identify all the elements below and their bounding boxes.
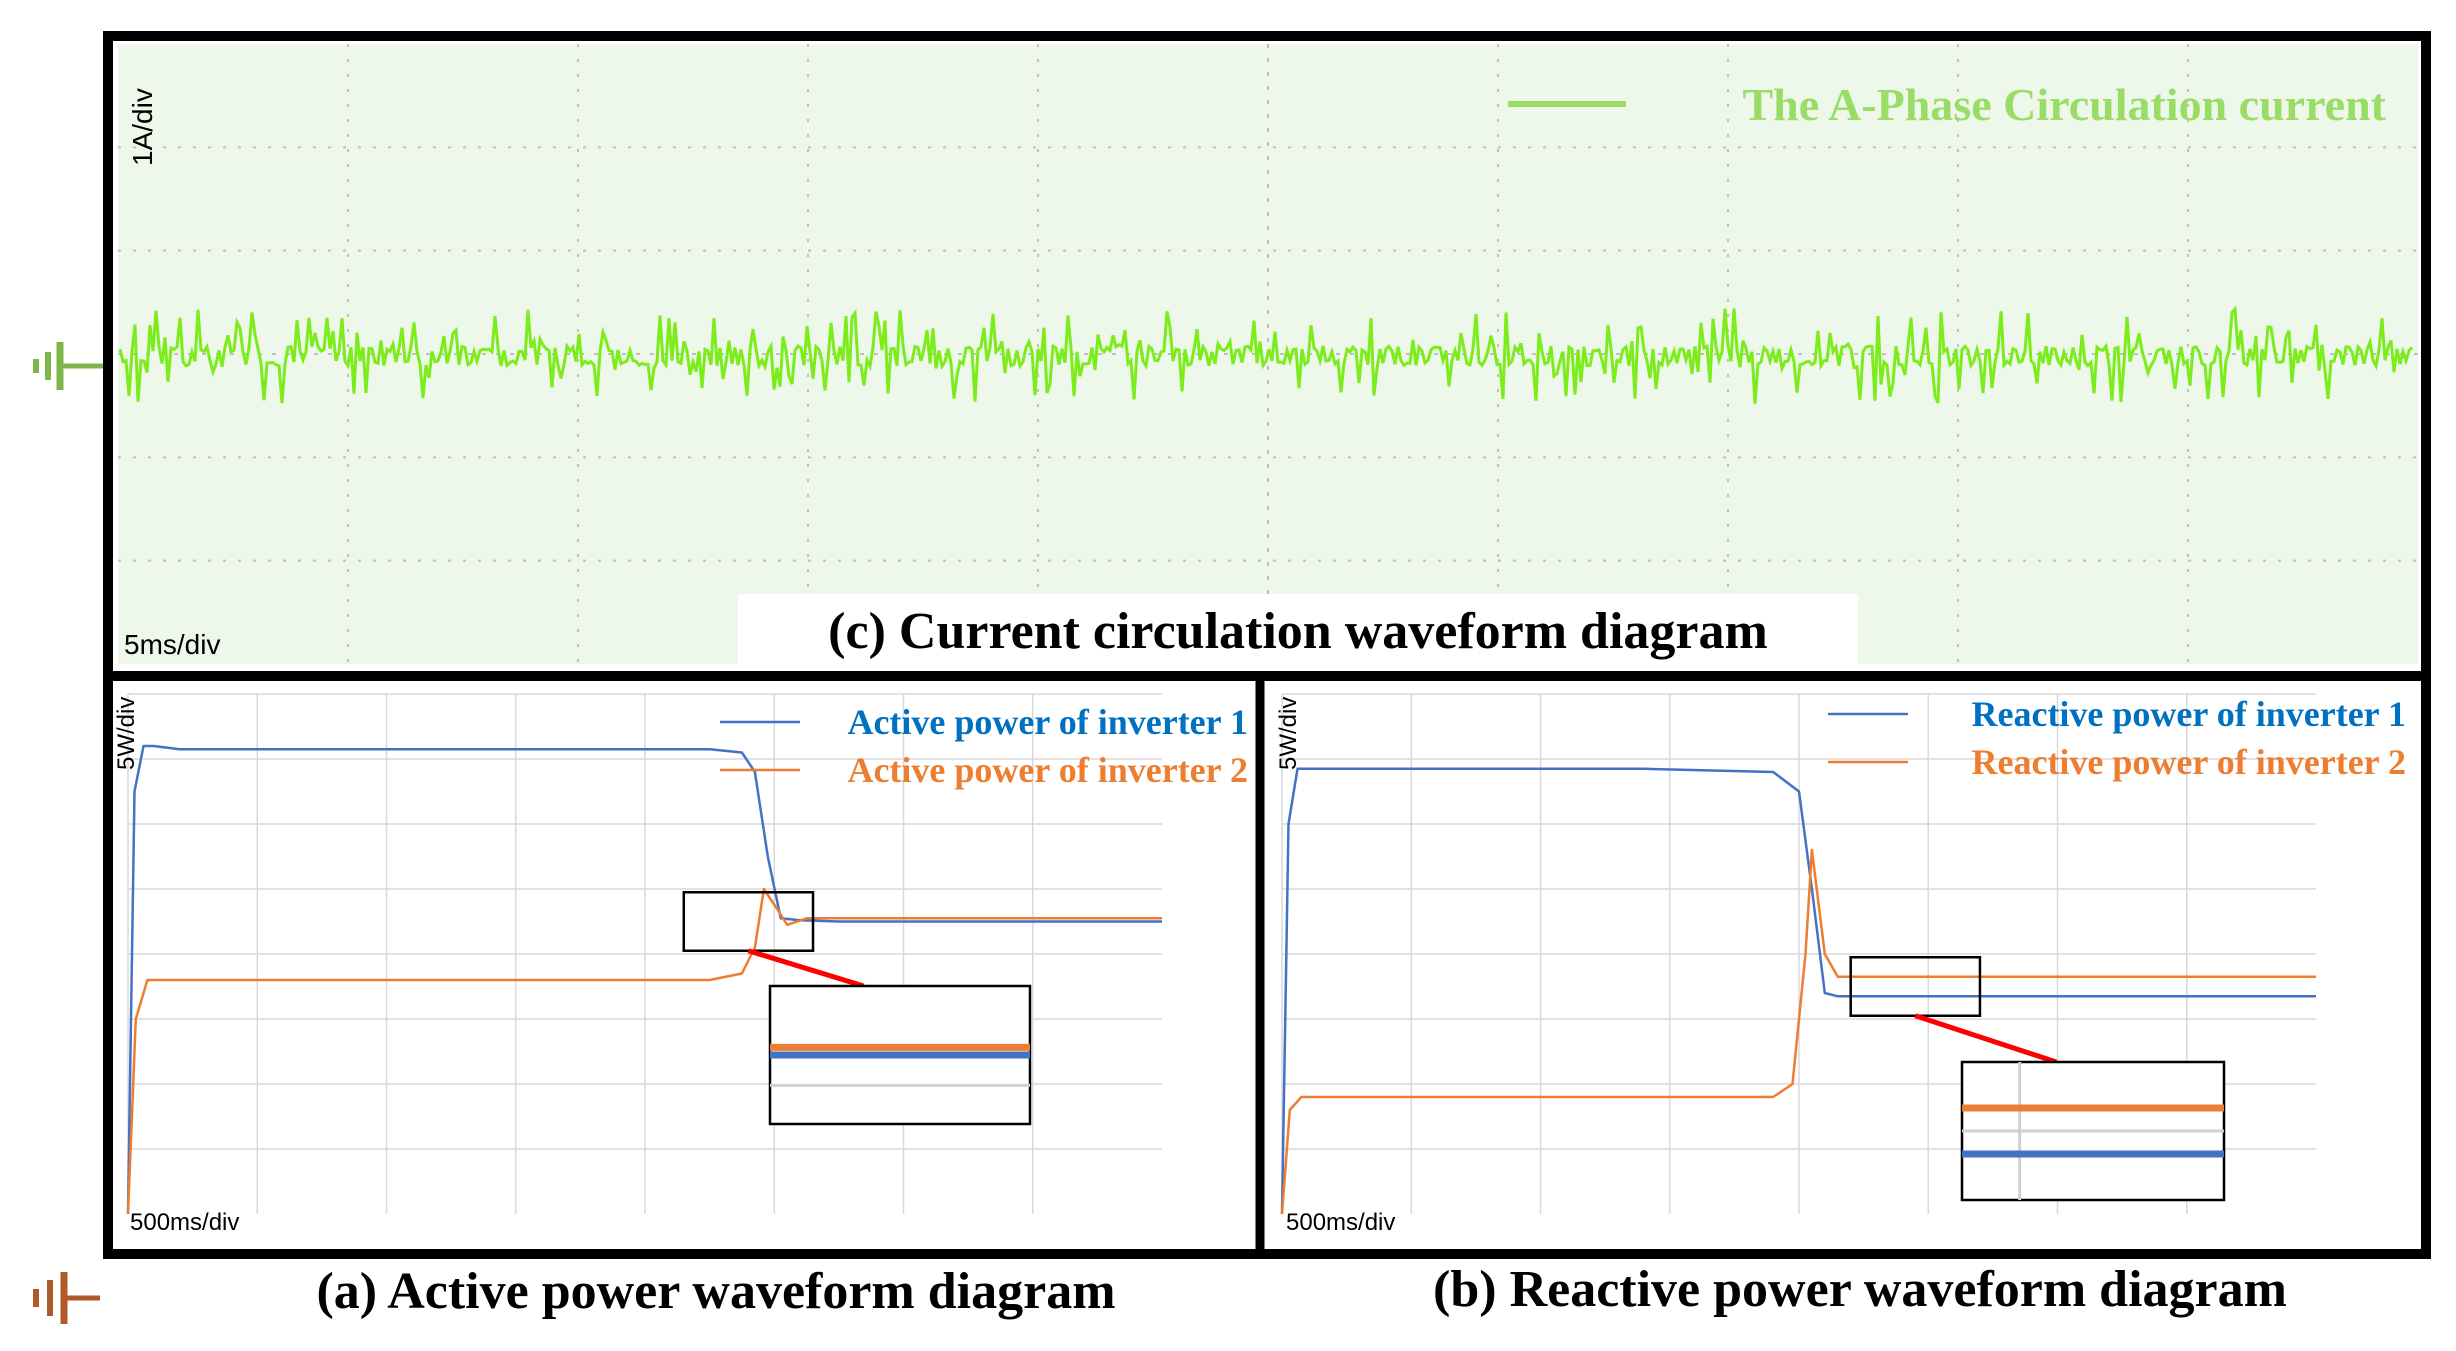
panel-c-ylabel: 1A/div bbox=[127, 88, 158, 166]
panel-c-title: (c) Current circulation waveform diagram bbox=[828, 603, 1768, 660]
ground-marker-icon bbox=[33, 342, 106, 390]
panel-c-title-bg bbox=[738, 594, 1858, 672]
legend-a-label-2: Active power of inverter 2 bbox=[847, 750, 1248, 790]
panel-a: 5W/div 500ms/div Active power of inverte… bbox=[113, 686, 1252, 1242]
panel-a-zoom bbox=[682, 891, 1032, 1126]
ground-marker-brown-icon bbox=[33, 1272, 100, 1324]
panel-b: 5W/div 500ms/div Reactive power of inver… bbox=[1270, 686, 2418, 1242]
zoom-connector-line bbox=[747, 948, 865, 989]
legend-b-label-2: Reactive power of inverter 2 bbox=[1971, 742, 2406, 782]
legend-a-label-1: Active power of inverter 1 bbox=[847, 702, 1248, 742]
series-a-2 bbox=[126, 887, 1162, 1215]
legend-c-label: The A-Phase Circulation current bbox=[1742, 79, 2386, 130]
series-c-1 bbox=[118, 305, 2414, 404]
series-b-2 bbox=[1280, 848, 2316, 1215]
panel-b-zoom bbox=[1849, 956, 2226, 1202]
panel-a-xlabel: 500ms/div bbox=[130, 1209, 239, 1236]
panel-a-ylabel: 5W/div bbox=[113, 697, 140, 770]
panel-c: 1A/div 5ms/div The A-Phase Circulation c… bbox=[33, 44, 2418, 672]
zoom-connector-line bbox=[1914, 1013, 2058, 1065]
panel-a-series bbox=[126, 744, 1162, 1215]
panel-a-title: (a) Active power waveform diagram bbox=[316, 1263, 1115, 1320]
panel-b-xlabel: 500ms/div bbox=[1286, 1209, 1395, 1236]
panel-b-title: (b) Reactive power waveform diagram bbox=[1433, 1261, 2287, 1318]
frame bbox=[103, 31, 2431, 1259]
panel-b-series bbox=[1280, 767, 2316, 1215]
panel-b-ylabel: 5W/div bbox=[1275, 697, 1302, 770]
legend-b-label-1: Reactive power of inverter 1 bbox=[1971, 694, 2406, 734]
panel-c-xlabel: 5ms/div bbox=[124, 629, 220, 660]
series-b-1 bbox=[1280, 767, 2316, 1215]
panel-a-grid bbox=[127, 693, 1162, 1214]
